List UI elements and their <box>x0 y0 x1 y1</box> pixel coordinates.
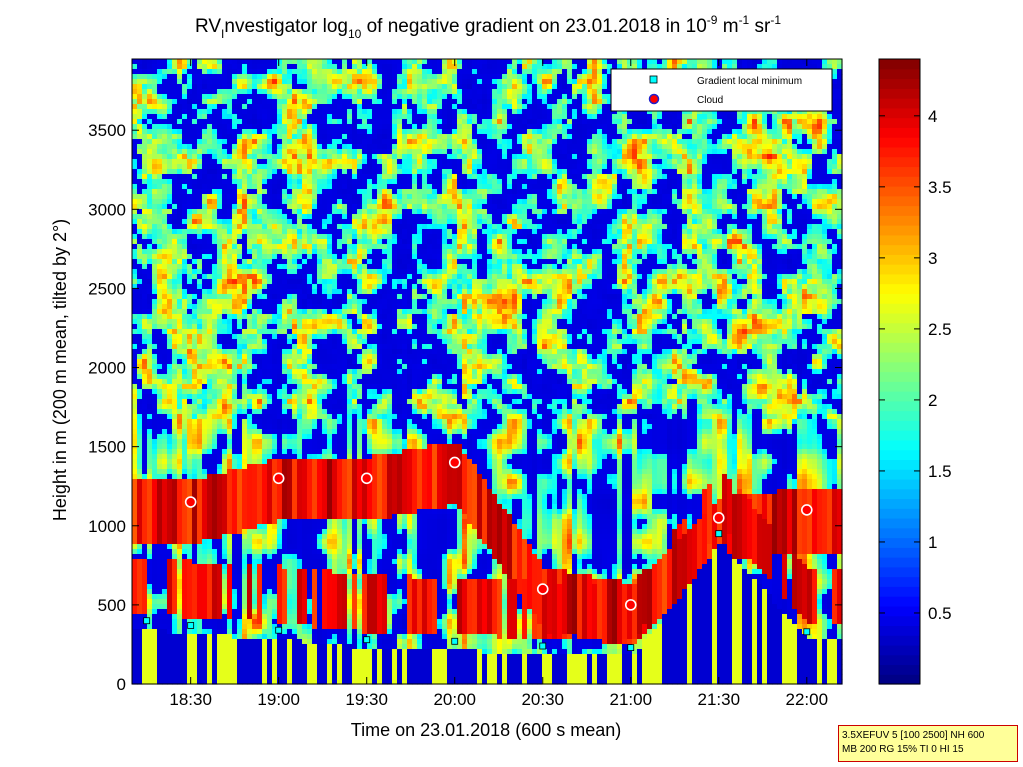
chart-title: RVInvestigator log10 of negative gradien… <box>195 13 781 41</box>
colorbar-tick-label-3: 2 <box>928 391 937 410</box>
x-tick-label-4: 20:30 <box>521 690 564 709</box>
gradient-minimum-marker-6 <box>627 644 635 652</box>
cloud-marker-5 <box>624 599 637 611</box>
legend-marker-gradient <box>649 75 658 84</box>
colorbar-tick-label-2: 1.5 <box>928 462 952 481</box>
cloud-marker-6 <box>712 512 725 524</box>
colorbar <box>878 58 921 685</box>
colorbar-tick-label-5: 3 <box>928 249 937 268</box>
info-box: 3.5XEFUV 5 [100 2500] NH 600 MB 200 RG 1… <box>838 725 1018 762</box>
gradient-minimum-marker-8 <box>803 628 811 636</box>
gradient-minimum-marker-4 <box>451 637 459 645</box>
x-tick-label-0: 18:30 <box>169 690 212 709</box>
cloud-marker-3 <box>448 456 461 469</box>
legend-label-cloud: Cloud <box>697 95 723 106</box>
y-tick-label-1: 500 <box>98 596 126 615</box>
colorbar-tick-label-7: 4 <box>928 107 937 126</box>
y-tick-label-6: 3000 <box>88 200 126 219</box>
cloud-marker-1 <box>272 472 285 485</box>
x-tick-label-3: 20:00 <box>433 690 476 709</box>
x-tick-label-6: 21:30 <box>698 690 741 709</box>
info-box-line-2: MB 200 RG 15% TI 0 HI 15 <box>842 744 964 755</box>
gradient-minimum-marker-2 <box>275 626 283 634</box>
gradient-minimum-marker-5 <box>539 642 547 650</box>
cloud-marker-7 <box>800 504 813 516</box>
x-tick-label-7: 22:00 <box>786 690 829 709</box>
info-box-line-1: 3.5XEFUV 5 [100 2500] NH 600 <box>842 730 985 741</box>
gradient-minimum-marker-7 <box>715 530 723 538</box>
y-tick-label-3: 1500 <box>88 438 126 457</box>
y-tick-label-0: 0 <box>117 675 126 694</box>
y-axis-label: Height in m (200 m mean, tilted by 2°) <box>50 219 70 521</box>
colorbar-tick-label-4: 2.5 <box>928 320 952 339</box>
cloud-marker-4 <box>536 583 549 595</box>
x-tick-label-1: 19:00 <box>257 690 300 709</box>
cloud-marker-2 <box>360 472 373 485</box>
plot-frame <box>131 58 843 685</box>
x-axis-label: Time on 23.01.2018 (600 s mean) <box>351 720 622 740</box>
colorbar-tick-label-1: 1 <box>928 533 937 552</box>
legend-label-gradient: Gradient local minimum <box>697 76 802 87</box>
legend: Gradient local minimum Cloud <box>610 68 833 112</box>
colorbar-tick-label-6: 3.5 <box>928 178 952 197</box>
y-tick-label-4: 2000 <box>88 359 126 378</box>
y-tick-label-2: 1000 <box>88 517 126 536</box>
gradient-minimum-series <box>143 530 811 652</box>
cloud-series <box>184 456 813 611</box>
gradient-minimum-marker-1 <box>187 622 195 629</box>
legend-marker-cloud <box>648 93 660 105</box>
legend-box <box>610 68 833 112</box>
gradient-minimum-marker-3 <box>363 636 371 644</box>
cloud-marker-0 <box>184 496 197 508</box>
gradient-minimum-marker-0 <box>143 617 151 625</box>
heatmap-field <box>132 59 843 685</box>
colorbar-tick-label-0: 0.5 <box>928 604 952 623</box>
x-tick-label-2: 19:30 <box>345 690 388 709</box>
y-tick-label-5: 2500 <box>88 279 126 298</box>
y-tick-label-7: 3500 <box>88 121 126 140</box>
x-tick-label-5: 21:00 <box>609 690 652 709</box>
